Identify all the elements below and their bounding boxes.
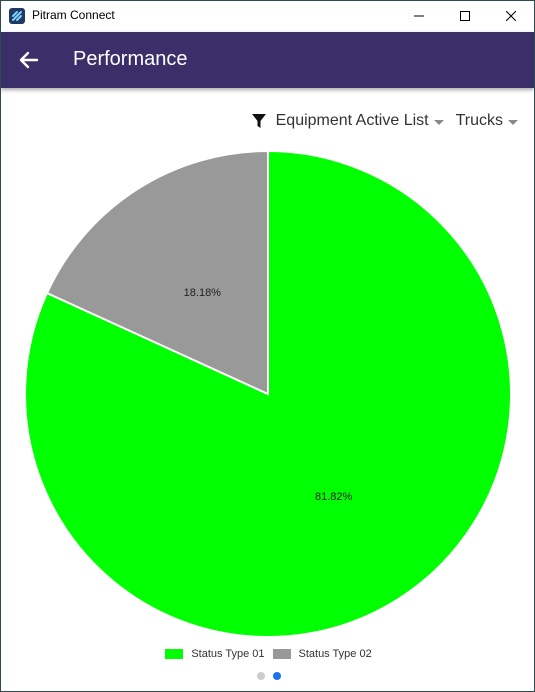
minimize-button[interactable] <box>396 1 442 31</box>
close-button[interactable] <box>488 1 534 31</box>
pie-slice-2[interactable] <box>45 149 269 396</box>
legend-item-2[interactable]: Status Type 02 <box>272 648 372 660</box>
page-dot-1[interactable] <box>256 672 265 680</box>
arrow-left-icon <box>19 51 39 69</box>
caret-down-icon <box>508 119 518 125</box>
maximize-icon <box>460 11 470 21</box>
app-logo-icon <box>9 8 25 24</box>
equipment-type-label: Trucks <box>455 112 503 129</box>
maximize-button[interactable] <box>442 1 488 31</box>
pie-chart: 81.82% 18.18% <box>24 149 512 638</box>
equipment-type-dropdown[interactable]: Trucks <box>456 112 518 130</box>
legend-swatch <box>165 649 184 659</box>
equipment-list-label: Equipment Active List <box>275 112 429 129</box>
window-title: Pitram Connect <box>32 8 115 22</box>
close-icon <box>506 11 516 21</box>
page-title: Performance <box>73 48 188 70</box>
page-indicator <box>1 672 534 680</box>
chart-legend: Status Type 01 Status Type 02 <box>1 648 534 660</box>
page-dot-2[interactable] <box>272 672 281 680</box>
slice-label-1: 81.82% <box>315 491 353 503</box>
filter-toolbar: Equipment Active List Trucks <box>251 109 518 133</box>
minimize-icon <box>414 15 424 17</box>
legend-item-1[interactable]: Status Type 01 <box>165 648 265 660</box>
legend-swatch <box>272 649 291 659</box>
caret-down-icon <box>433 119 444 125</box>
pie-slice-1[interactable] <box>24 149 512 638</box>
legend-label: Status Type 02 <box>298 648 372 660</box>
title-bar: Pitram Connect <box>1 1 534 31</box>
filter-icon[interactable] <box>251 113 267 129</box>
app-header: Performance <box>1 32 534 88</box>
back-button[interactable] <box>13 44 45 76</box>
slice-label-2: 18.18% <box>184 287 222 299</box>
equipment-list-dropdown[interactable]: Equipment Active List <box>276 112 444 130</box>
legend-label: Status Type 01 <box>191 648 265 660</box>
